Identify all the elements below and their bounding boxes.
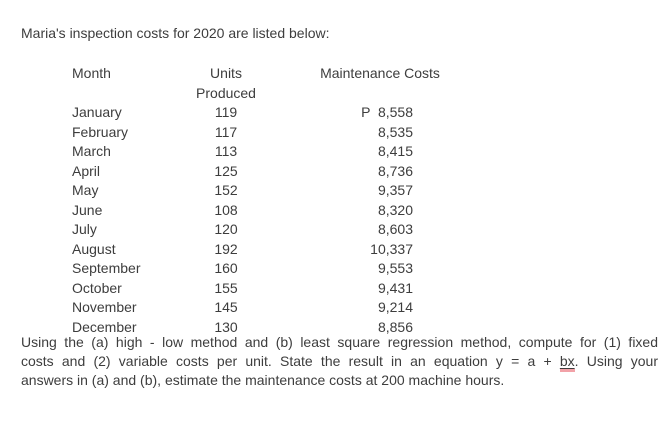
question-line-2: costs and (2) variable costs per unit. S…	[21, 352, 658, 373]
table-row: December 130 8,856	[70, 318, 450, 338]
units-cell: 119	[214, 104, 238, 120]
month-cell: October	[72, 279, 122, 296]
units-cell: 192	[214, 240, 238, 257]
problem-statement-title: Maria's inspection costs for 2020 are li…	[21, 25, 330, 41]
table-row: October 155 9,431	[70, 279, 450, 299]
month-cell: September	[72, 260, 141, 276]
month-cell: February	[72, 123, 129, 140]
question-line-2-before: costs and (2) variable costs per unit. S…	[21, 353, 560, 370]
units-cell: 130	[214, 318, 238, 335]
table-row: January 119 P 8,558	[70, 103, 450, 123]
header-month: Month	[72, 65, 111, 81]
units-cell: 117	[214, 123, 238, 140]
question-line-2-after: . Using your	[574, 353, 658, 370]
units-cell: 160	[214, 260, 238, 276]
table-row: May 152 9,357	[70, 181, 450, 201]
table-row: August 192 10,337	[70, 240, 450, 260]
units-cell: 152	[214, 182, 238, 198]
header-units-produced: Units Produced	[196, 65, 256, 101]
table-row: June 108 8,320	[70, 201, 450, 221]
units-cell: 108	[214, 201, 238, 218]
cost-cell: 8,535	[377, 123, 413, 140]
month-cell: January	[72, 104, 122, 120]
cost-cell: 9,431	[377, 279, 413, 296]
cost-cell: 10,337	[370, 240, 413, 257]
cost-cell: 8,736	[377, 162, 413, 179]
cost-cell: 8,603	[377, 221, 413, 237]
table-row: March 113 8,415	[70, 142, 450, 162]
header-maintenance-costs: Maintenance Costs	[320, 65, 440, 81]
units-cell: 145	[214, 299, 238, 315]
question-line-3: answers in (a) and (b), estimate the mai…	[21, 372, 505, 389]
table-row: November 145 9,214	[70, 298, 450, 318]
units-cell: 113	[214, 143, 238, 159]
cost-cell: 8,856	[377, 318, 413, 335]
table-row: April 125 8,736	[70, 162, 450, 182]
cost-cell: 9,553	[377, 260, 413, 276]
cost-cell: 9,357	[377, 182, 413, 198]
cost-cell: P 8,558	[361, 104, 413, 120]
question-paragraph: Using the (a) high - low method and (b) …	[21, 333, 658, 391]
table-row: February 117 8,535	[70, 123, 450, 143]
table-row: September 160 9,553	[70, 259, 450, 279]
month-cell: November	[72, 299, 137, 315]
question-line-1: Using the (a) high - low method and (b) …	[21, 334, 658, 350]
month-cell: August	[72, 240, 116, 257]
month-cell: July	[72, 221, 97, 237]
table-header-row: Month Units Produced Maintenance Costs	[70, 64, 450, 103]
month-cell: April	[72, 162, 101, 179]
misspelled-word-bx: bx	[559, 353, 575, 373]
cost-cell: 8,415	[377, 143, 413, 159]
month-cell: March	[72, 143, 111, 159]
units-cell: 155	[214, 279, 238, 296]
cost-cell: 8,320	[377, 201, 413, 218]
inspection-costs-table: Month Units Produced Maintenance Costs J…	[70, 64, 450, 337]
month-cell: June	[72, 201, 103, 218]
month-cell: December	[72, 318, 137, 335]
month-cell: May	[72, 182, 99, 198]
cost-cell: 9,214	[377, 299, 413, 315]
table-row: July 120 8,603	[70, 220, 450, 240]
units-cell: 120	[214, 221, 238, 237]
units-cell: 125	[214, 162, 238, 179]
